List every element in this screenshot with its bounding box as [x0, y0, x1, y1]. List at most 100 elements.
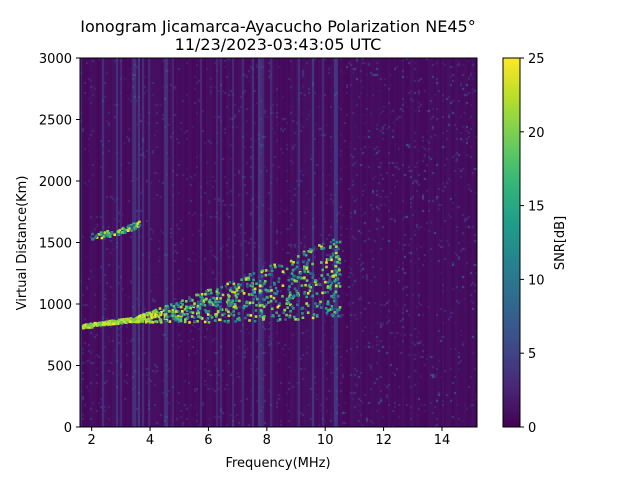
- echo-pixel: [229, 299, 232, 302]
- echo-pixel: [324, 307, 328, 310]
- echo-pixel: [292, 295, 295, 299]
- echo-pixel: [227, 296, 230, 300]
- echo-pixel: [92, 237, 95, 241]
- echo-pixel: [195, 306, 199, 310]
- echo-pixel: [236, 288, 239, 291]
- echo-pixel: [332, 299, 336, 303]
- x-tick-label: 14: [434, 433, 451, 448]
- echo-pixel: [312, 313, 316, 316]
- echo-pixel: [125, 229, 129, 232]
- echo-pixel: [177, 310, 180, 313]
- echo-pixel: [225, 309, 229, 312]
- echo-pixel: [132, 222, 135, 226]
- echo-pixel: [219, 308, 222, 311]
- echo-pixel: [145, 311, 149, 315]
- echo-pixel: [141, 320, 145, 323]
- echo-pixel: [267, 301, 270, 304]
- echo-pixel: [276, 319, 280, 322]
- echo-pixel: [232, 310, 235, 313]
- echo-pixel: [334, 249, 338, 253]
- echo-pixel: [118, 229, 122, 232]
- echo-pixel: [234, 320, 237, 323]
- echo-pixel: [115, 322, 118, 325]
- echo-pixel: [338, 306, 342, 309]
- echo-pixel: [254, 315, 258, 318]
- echo-pixel: [311, 316, 315, 320]
- echo-pixel: [130, 318, 133, 321]
- echo-pixel: [100, 236, 104, 240]
- echo-pixel: [189, 307, 192, 310]
- echo-pixel: [293, 287, 297, 290]
- echo-pixel: [239, 283, 242, 287]
- echo-pixel: [335, 245, 338, 248]
- echo-pixel: [186, 316, 190, 319]
- echo-pixel: [251, 284, 254, 288]
- echo-pixel: [286, 306, 289, 309]
- echo-pixel: [276, 290, 279, 293]
- echo-pixel: [220, 308, 224, 311]
- echo-pixel: [248, 319, 251, 322]
- echo-pixel: [197, 315, 200, 318]
- echo-pixel: [216, 294, 219, 298]
- echo-pixel: [309, 248, 312, 251]
- echo-pixel: [295, 265, 299, 269]
- echo-pixel: [292, 261, 295, 264]
- echo-pixel: [258, 304, 262, 307]
- echo-pixel: [266, 296, 269, 299]
- echo-pixel: [280, 264, 284, 268]
- echo-pixel: [133, 226, 136, 229]
- echo-pixel: [206, 289, 210, 292]
- echo-pixel: [329, 255, 333, 259]
- echo-pixel: [274, 265, 277, 269]
- echo-pixel: [288, 291, 292, 294]
- echo-pixel: [253, 287, 257, 291]
- echo-pixel: [229, 287, 233, 290]
- echo-pixel: [141, 318, 144, 322]
- echo-pixel: [151, 321, 155, 324]
- echo-pixel: [328, 286, 332, 289]
- echo-pixel: [233, 291, 237, 294]
- echo-pixel: [197, 311, 201, 315]
- echo-pixel: [251, 301, 255, 304]
- echo-pixel: [196, 300, 200, 304]
- colorbar-tick-label: 0: [528, 421, 536, 436]
- echo-pixel: [183, 320, 187, 324]
- echo-pixel: [148, 311, 151, 315]
- x-tick-label: 6: [204, 433, 212, 448]
- echo-pixel: [311, 276, 314, 279]
- echo-pixel: [314, 302, 317, 305]
- echo-pixel: [315, 292, 319, 295]
- echo-pixel: [281, 270, 285, 273]
- echo-pixel: [210, 301, 214, 304]
- echo-pixel: [303, 270, 306, 273]
- echo-pixel: [336, 260, 339, 264]
- echo-pixel: [337, 247, 340, 251]
- echo-pixel: [183, 308, 187, 311]
- echo-pixel: [290, 277, 294, 281]
- echo-pixel: [215, 292, 219, 296]
- echo-pixel: [328, 246, 332, 249]
- echo-pixel: [263, 282, 266, 285]
- echo-pixel: [270, 269, 274, 273]
- echo-pixel: [196, 305, 200, 308]
- colorbar-tick-label: 25: [528, 52, 545, 67]
- echo-pixel: [229, 312, 232, 315]
- echo-pixel: [258, 291, 262, 294]
- echo-pixel: [245, 282, 249, 286]
- echo-pixel: [296, 261, 299, 264]
- echo-pixel: [112, 322, 115, 326]
- echo-pixel: [249, 273, 253, 277]
- echo-pixel: [285, 313, 288, 317]
- echo-pixel: [257, 301, 261, 305]
- echo-pixel: [219, 297, 222, 300]
- echo-pixel: [164, 320, 168, 323]
- echo-pixel: [82, 325, 86, 328]
- echo-pixel: [318, 302, 321, 306]
- echo-pixel: [338, 240, 342, 244]
- echo-pixel: [307, 250, 310, 253]
- echo-pixel: [247, 293, 251, 296]
- echo-pixel: [273, 263, 276, 267]
- echo-pixel: [179, 301, 183, 304]
- echo-pixel: [246, 313, 250, 317]
